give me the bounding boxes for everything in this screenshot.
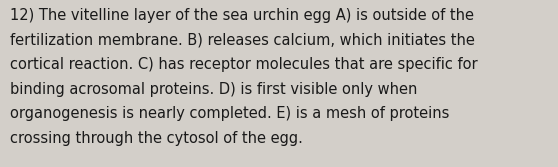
Text: cortical reaction. C) has receptor molecules that are specific for: cortical reaction. C) has receptor molec…: [10, 57, 478, 72]
Text: 12) The vitelline layer of the sea urchin egg A) is outside of the: 12) The vitelline layer of the sea urchi…: [10, 8, 474, 23]
Text: crossing through the cytosol of the egg.: crossing through the cytosol of the egg.: [10, 131, 303, 146]
Text: organogenesis is nearly completed. E) is a mesh of proteins: organogenesis is nearly completed. E) is…: [10, 106, 449, 121]
Text: binding acrosomal proteins. D) is first visible only when: binding acrosomal proteins. D) is first …: [10, 82, 417, 97]
Text: fertilization membrane. B) releases calcium, which initiates the: fertilization membrane. B) releases calc…: [10, 32, 475, 47]
